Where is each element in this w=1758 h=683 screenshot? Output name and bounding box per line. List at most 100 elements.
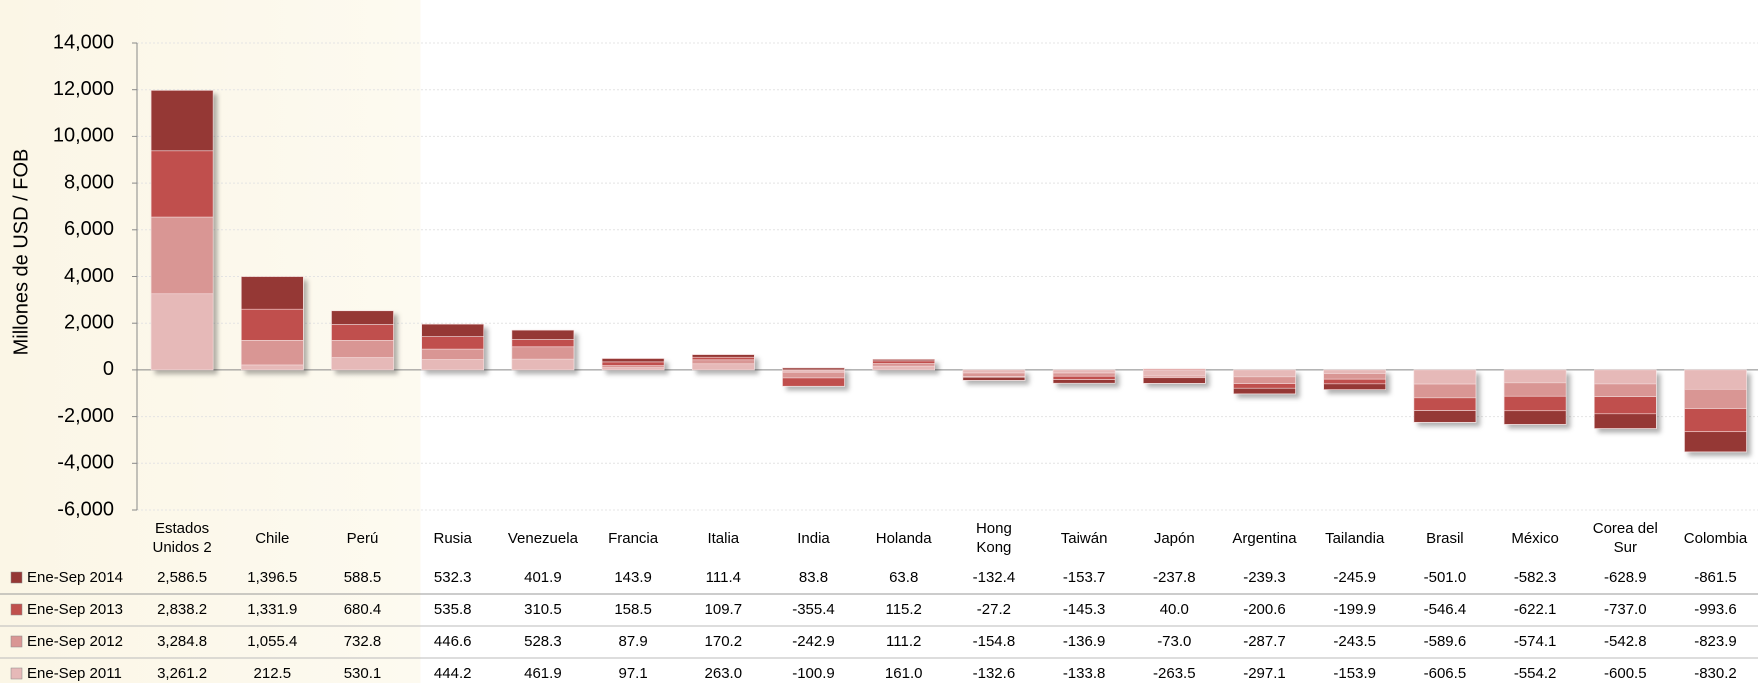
bars: [150, 90, 1747, 453]
table-value: -355.4: [792, 601, 835, 618]
bar-segment: [1413, 369, 1477, 385]
y-tick-label: 0: [103, 358, 114, 380]
bar-segment: [1684, 388, 1747, 409]
table-value: 170.2: [705, 633, 743, 650]
bar-segment: [1233, 387, 1296, 395]
bar-segment: [601, 365, 665, 368]
table-value: -861.5: [1694, 569, 1737, 586]
table-value: -132.6: [973, 665, 1016, 682]
bar-segment: [421, 323, 485, 337]
y-tick-label: -6,000: [57, 498, 114, 520]
y-tick-label: 2,000: [64, 311, 114, 333]
bar-segment: [1594, 413, 1657, 429]
y-tick-label: 10,000: [53, 125, 114, 147]
bar-segment: [511, 339, 575, 348]
legend-swatch: [10, 667, 23, 680]
table-value: 87.9: [618, 633, 647, 650]
x-tick-label: Taiwán: [1060, 529, 1108, 547]
bar-segment: [421, 359, 485, 371]
table-value: 3,284.8: [157, 633, 207, 650]
bar-segment: [1503, 369, 1567, 384]
bar-segment: [421, 336, 485, 350]
table-value: -73.0: [1157, 633, 1191, 650]
legend-swatch: [10, 635, 23, 648]
table-value: -574.1: [1514, 633, 1557, 650]
bar-segment: [241, 364, 304, 371]
table-value: -542.8: [1604, 633, 1647, 650]
table-value: -287.7: [1243, 633, 1286, 650]
bar-segment: [1323, 383, 1386, 390]
x-tick-label: Argentina: [1232, 529, 1297, 547]
bar-segment: [511, 358, 575, 371]
bar-segment: [962, 369, 1026, 374]
table-value: 83.8: [799, 569, 828, 586]
y-tick-label: 8,000: [64, 171, 114, 193]
table-value: -153.9: [1333, 665, 1376, 682]
table-value: 732.8: [344, 633, 382, 650]
x-tick-label: Chile: [255, 529, 290, 547]
x-tick-label: Venezuela: [507, 529, 578, 547]
table-value: 444.2: [434, 665, 472, 682]
bar-segment: [1503, 395, 1567, 412]
table-value: 2,838.2: [157, 601, 207, 618]
bar-segment: [1684, 408, 1747, 433]
legend-label: Ene-Sep 2013: [27, 601, 123, 618]
legend-label: Ene-Sep 2011: [27, 665, 122, 682]
bar-segment: [1594, 396, 1657, 415]
table-value: 528.3: [524, 633, 562, 650]
bar-segment: [1503, 410, 1567, 425]
bar-segment: [1143, 377, 1206, 384]
table-value: -830.2: [1694, 665, 1737, 682]
bar-segment: [1233, 376, 1296, 384]
table-value: 1,055.4: [247, 633, 297, 650]
bar-segment: [150, 216, 214, 295]
bar-segment: [1323, 369, 1386, 374]
table-value: -582.3: [1514, 569, 1557, 586]
x-tick-label: México: [1511, 529, 1559, 547]
bar-segment: [1323, 373, 1386, 380]
legend-swatch: [10, 603, 23, 616]
table-value: -245.9: [1333, 569, 1376, 586]
bar-segment: [601, 361, 665, 366]
bar-segment: [331, 324, 394, 341]
bar-segment: [1413, 383, 1477, 399]
table-value: -145.3: [1063, 601, 1106, 618]
table-value: 212.5: [254, 665, 292, 682]
table-value: -823.9: [1694, 633, 1737, 650]
table-value: 446.6: [434, 633, 472, 650]
x-tick-label: Rusia: [433, 529, 472, 547]
x-tick-label: Japón: [1153, 529, 1195, 547]
table-value: 111.2: [886, 633, 921, 650]
table-value: 3,261.2: [157, 665, 207, 682]
table-value: -199.9: [1333, 601, 1376, 618]
table-value: 111.4: [706, 569, 741, 586]
table-value: 530.1: [344, 665, 382, 682]
bar-segment: [782, 377, 845, 387]
y-tick-label: 4,000: [64, 265, 114, 287]
table-value: -242.9: [792, 633, 835, 650]
table-value: -154.8: [973, 633, 1016, 650]
x-tick-label: Estados Unidos 2: [152, 520, 212, 556]
bar-segment: [872, 363, 936, 367]
bar-segment: [1052, 372, 1116, 377]
table-value: -27.2: [977, 601, 1011, 618]
legend-label: Ene-Sep 2012: [27, 633, 123, 650]
bar-segment: [872, 360, 936, 364]
y-tick-label: -4,000: [57, 452, 114, 474]
bar-segment: [1323, 378, 1386, 385]
table-value: -554.2: [1514, 665, 1557, 682]
bar-segment: [782, 367, 845, 371]
bar-segment: [691, 363, 755, 371]
bar-segment: [511, 329, 575, 340]
bar-segment: [1413, 397, 1477, 411]
table-value: -606.5: [1424, 665, 1467, 682]
bar-segment: [1052, 375, 1116, 380]
bar-segment: [511, 346, 575, 360]
bar-segment: [331, 340, 394, 358]
x-tick-label: Holanda: [875, 529, 932, 547]
table-value: -153.7: [1063, 569, 1106, 586]
bar-segment: [1233, 383, 1296, 389]
bar-segment: [872, 359, 936, 362]
table-value: 40.0: [1160, 601, 1189, 618]
